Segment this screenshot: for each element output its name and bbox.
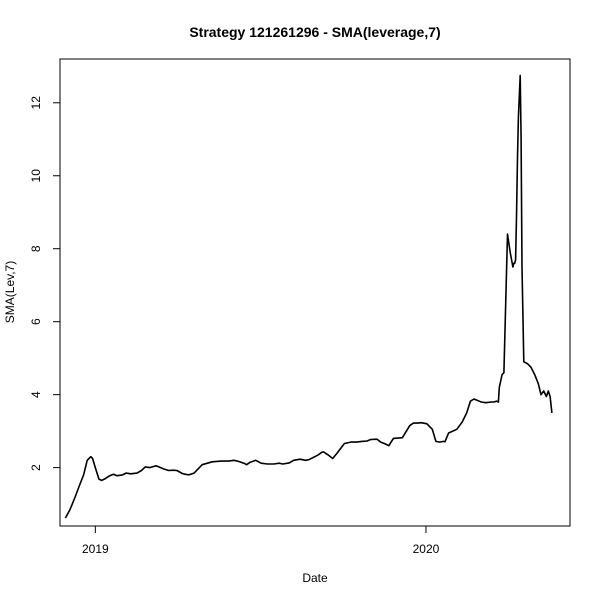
y-tick-label: 10: [29, 169, 43, 183]
x-axis: 2019 2020: [82, 525, 440, 556]
y-axis: 2 4 6 8 10 12: [29, 96, 61, 471]
y-tick-label: 8: [29, 245, 43, 252]
y-tick-label: 12: [29, 96, 43, 110]
y-tick-label: 6: [29, 318, 43, 325]
x-tick-label: 2020: [413, 542, 440, 556]
series-layer: [64, 74, 553, 519]
y-tick-label: 4: [29, 391, 43, 398]
chart-title: Strategy 121261296 - SMA(leverage,7): [189, 24, 440, 40]
y-tick-label: 2: [29, 464, 43, 471]
y-axis-label: SMA(Lev,7): [3, 261, 17, 323]
x-tick-label: 2019: [82, 542, 109, 556]
series-line: [64, 74, 553, 519]
x-axis-label: Date: [302, 571, 328, 585]
